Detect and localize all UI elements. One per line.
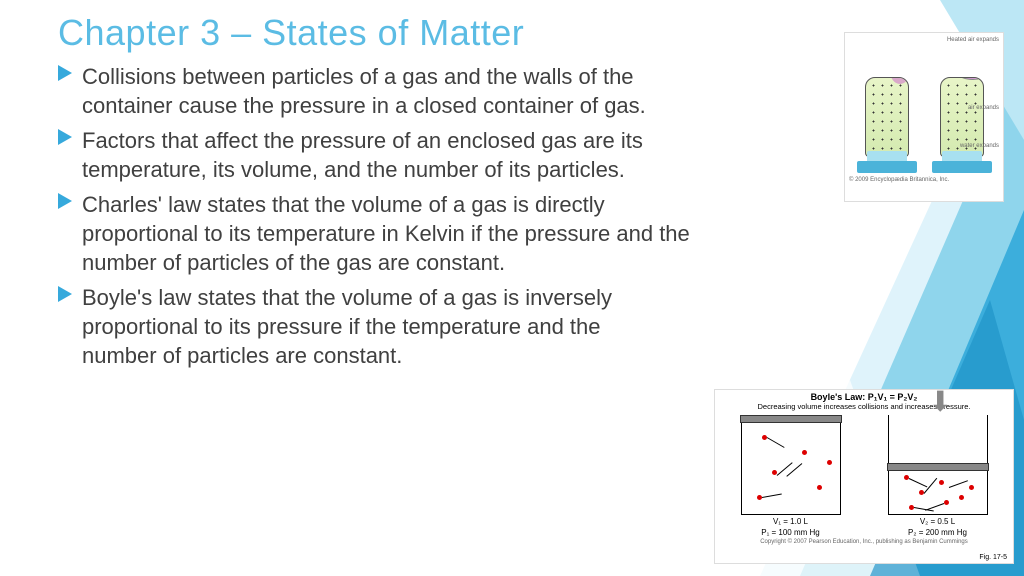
list-item: Charles' law states that the volume of a… <box>58 190 984 277</box>
flask-cold <box>865 77 909 157</box>
cylinder-large-volume <box>741 415 841 515</box>
balloon-small <box>890 77 909 84</box>
list-item: Boyle's law states that the volume of a … <box>58 283 984 370</box>
arrow-down-icon: ⬇ <box>929 385 952 418</box>
diagram-credit: Copyright © 2007 Pearson Education, Inc.… <box>717 539 1011 545</box>
bullet-icon <box>58 65 74 81</box>
bullet-text: Charles' law states that the volume of a… <box>82 190 692 277</box>
diagram-subtitle: Decreasing volume increases collisions a… <box>717 402 1011 411</box>
pressure-label: P₂ = 200 mm Hg <box>908 528 967 537</box>
bullet-icon <box>58 129 74 145</box>
cylinder-small-volume: ⬇ <box>888 415 988 515</box>
bullet-text: Collisions between particles of a gas an… <box>82 62 692 120</box>
bullet-text: Factors that affect the pressure of an e… <box>82 126 692 184</box>
figure-number: Fig. 17-5 <box>979 554 1007 561</box>
piston-icon <box>740 415 842 423</box>
volume-label: V₁ = 1.0 L <box>773 517 808 526</box>
charles-law-diagram: Heated air expands air expands water exp… <box>844 32 1004 202</box>
bullet-icon <box>58 193 74 209</box>
piston-icon <box>887 463 989 471</box>
diagram-title: Boyle's Law: P₁V₁ = P₂V₂ <box>717 392 1011 402</box>
diagram-label: air expands <box>968 105 999 111</box>
diagram-credit: © 2009 Encyclopædia Britannica, Inc. <box>849 177 999 183</box>
stand-icon <box>857 161 917 173</box>
stand-icon <box>932 161 992 173</box>
pressure-label: P₁ = 100 mm Hg <box>761 528 820 537</box>
bullet-text: Boyle's law states that the volume of a … <box>82 283 642 370</box>
diagram-label: water expands <box>960 143 999 149</box>
balloon-large <box>945 77 984 80</box>
volume-label: V₂ = 0.5 L <box>920 517 955 526</box>
bullet-icon <box>58 286 74 302</box>
boyles-law-diagram: Boyle's Law: P₁V₁ = P₂V₂ Decreasing volu… <box>714 389 1014 564</box>
